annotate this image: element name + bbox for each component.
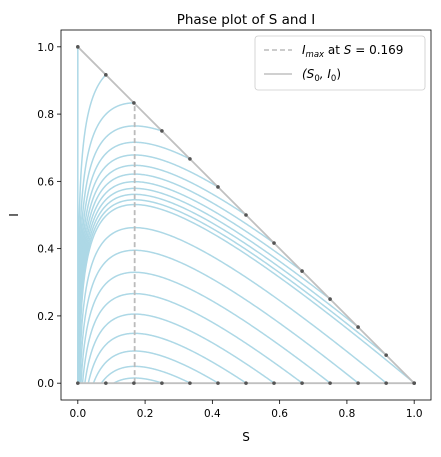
x-tick-label-5: 1.0 [406, 408, 423, 420]
initial-point-lower-8 [300, 381, 304, 385]
initial-point-lower-5 [216, 381, 220, 385]
initial-point-lower-1 [104, 381, 108, 385]
x-tick-label-2: 0.4 [204, 408, 221, 420]
initial-point-lower-2 [132, 381, 136, 385]
initial-point-upper-9 [328, 297, 332, 301]
initial-point-upper-10 [356, 325, 360, 329]
initial-point-lower-3 [160, 381, 164, 385]
initial-point-upper-2 [132, 101, 136, 105]
initial-point-upper-11 [384, 353, 388, 357]
y-tick-label-1: 0.2 [37, 311, 54, 323]
y-tick-label-3: 0.6 [37, 176, 54, 188]
initial-point-lower-0 [76, 381, 80, 385]
initial-point-lower-4 [188, 381, 192, 385]
initial-point-upper-5 [216, 185, 220, 189]
legend: Imax at S = 0.169 (S0, I0) [255, 36, 425, 90]
initial-point-upper-7 [272, 241, 276, 245]
initial-point-upper-8 [300, 269, 304, 273]
initial-point-lower-9 [328, 381, 332, 385]
x-tick-label-4: 0.8 [339, 408, 356, 420]
y-tick-label-0: 0.0 [37, 378, 54, 390]
initial-point-upper-0 [76, 45, 80, 49]
initial-point-lower-11 [384, 381, 388, 385]
y-tick-label-5: 1.0 [37, 42, 54, 54]
x-tick-label-1: 0.2 [137, 408, 154, 420]
x-tick-label-0: 0.0 [69, 408, 86, 420]
y-axis-label: I [7, 213, 21, 217]
initial-point-lower-12 [412, 381, 416, 385]
x-axis-label: S [242, 430, 250, 444]
initial-point-upper-6 [244, 213, 248, 217]
chart-title: Phase plot of S and I [177, 12, 316, 28]
y-tick-label-2: 0.4 [37, 244, 54, 256]
initial-point-upper-3 [160, 129, 164, 133]
initial-point-upper-4 [188, 157, 192, 161]
initial-point-lower-10 [356, 381, 360, 385]
initial-point-lower-6 [244, 381, 248, 385]
x-tick-label-3: 0.6 [271, 408, 288, 420]
initial-point-lower-7 [272, 381, 276, 385]
y-tick-label-4: 0.8 [37, 109, 54, 121]
initial-point-upper-1 [104, 73, 108, 77]
